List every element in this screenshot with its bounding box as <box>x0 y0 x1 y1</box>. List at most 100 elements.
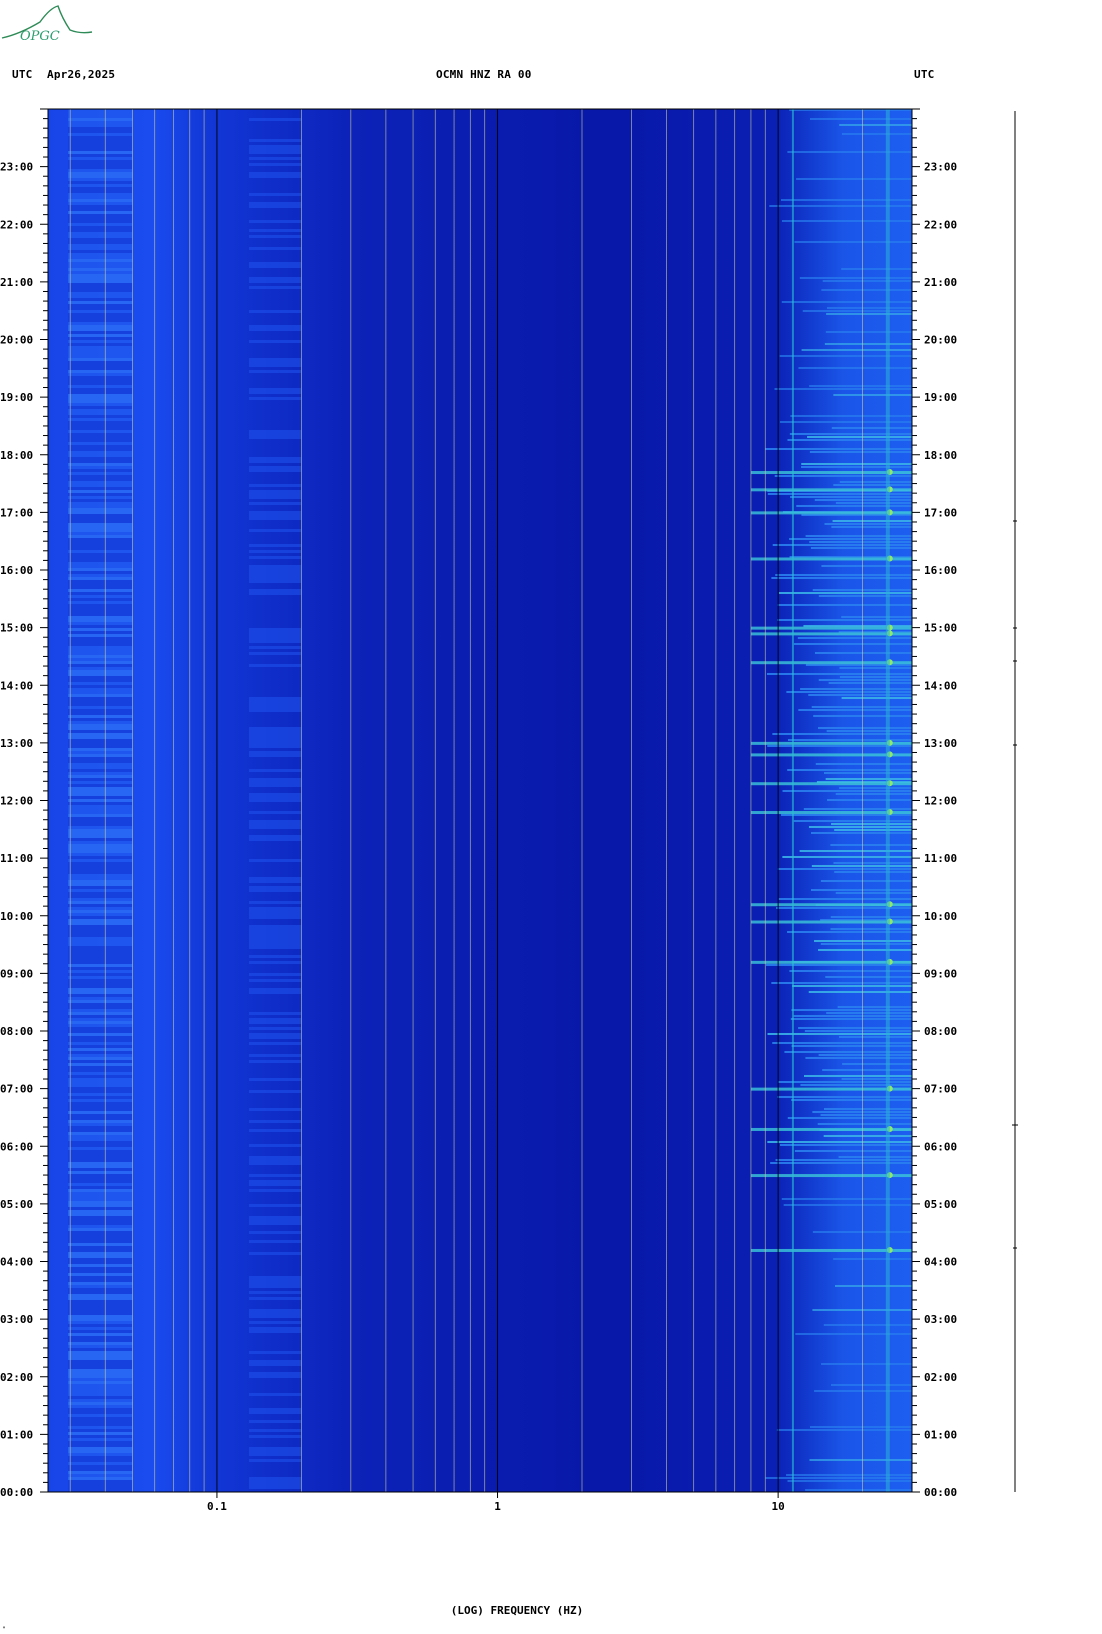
mid-band <box>248 430 302 433</box>
high-freq-noise <box>791 1099 912 1101</box>
low-freq-band <box>68 1015 133 1018</box>
low-freq-band <box>68 1240 133 1243</box>
low-freq-band <box>68 1180 133 1183</box>
low-freq-band <box>68 913 133 916</box>
event-streak <box>750 1087 912 1091</box>
low-freq-band <box>68 421 133 424</box>
high-freq-noise <box>809 1459 912 1461</box>
low-freq-band <box>68 607 133 610</box>
high-freq-noise <box>767 493 912 495</box>
high-freq-noise <box>780 199 912 201</box>
low-freq-band <box>68 529 133 532</box>
low-freq-band <box>68 1174 133 1177</box>
mid-band <box>248 469 302 472</box>
low-freq-band <box>68 148 133 151</box>
opgc-logo: OPGC <box>1 5 93 44</box>
low-freq-band <box>68 952 133 955</box>
low-freq-band <box>68 490 133 493</box>
low-freq-band <box>68 1123 133 1126</box>
low-freq-band <box>68 1201 133 1204</box>
mid-band <box>248 589 302 592</box>
x-tick-label: 10 <box>771 1500 784 1513</box>
mid-band <box>248 265 302 268</box>
low-freq-band <box>68 832 133 835</box>
low-freq-band <box>68 247 133 250</box>
low-freq-band <box>68 1471 133 1474</box>
low-freq-band <box>68 1102 133 1105</box>
mid-band <box>248 139 302 142</box>
tonal-line-11hz <box>791 109 794 1492</box>
low-freq-band <box>68 169 133 172</box>
low-freq-band <box>68 889 133 892</box>
y-tick-label: 19:00 <box>0 391 33 404</box>
high-freq-noise <box>818 595 912 597</box>
mid-band <box>248 1144 302 1147</box>
low-freq-band <box>68 1456 133 1459</box>
low-freq-band <box>68 1405 133 1408</box>
mid-band <box>248 1156 302 1159</box>
low-freq-band <box>68 1108 133 1111</box>
high-freq-noise <box>789 970 912 972</box>
mid-band <box>248 913 302 916</box>
high-freq-noise <box>826 307 912 309</box>
high-freq-noise <box>839 787 912 789</box>
high-freq-noise <box>820 880 912 882</box>
low-freq-band <box>68 166 133 169</box>
mid-band <box>248 1477 302 1480</box>
low-freq-band <box>68 592 133 595</box>
high-freq-noise <box>830 916 912 918</box>
low-freq-band <box>68 463 133 466</box>
y-tick-label: 17:00 <box>0 506 33 519</box>
y-tick-label: 10:00 <box>0 910 33 923</box>
low-freq-band <box>68 961 133 964</box>
low-freq-band <box>68 793 133 796</box>
y-tick-label: 00:00 <box>0 1486 33 1499</box>
low-freq-band <box>68 871 133 874</box>
low-freq-band <box>68 622 133 625</box>
high-freq-noise <box>841 697 912 699</box>
low-freq-band <box>68 244 133 247</box>
high-freq-noise <box>767 1033 912 1035</box>
mid-band <box>248 370 302 373</box>
mid-band <box>248 700 302 703</box>
low-freq-band <box>68 1027 133 1030</box>
low-freq-band <box>68 616 133 619</box>
high-freq-noise <box>801 466 912 468</box>
high-freq-noise <box>797 637 912 639</box>
low-freq-band <box>68 1216 133 1219</box>
low-freq-band <box>68 922 133 925</box>
low-freq-band <box>68 547 133 550</box>
low-freq-band <box>68 1069 133 1072</box>
low-freq-band <box>68 1042 133 1045</box>
low-freq-band <box>68 541 133 544</box>
low-freq-band <box>68 796 133 799</box>
low-freq-band <box>68 670 133 673</box>
low-freq-band <box>68 1474 133 1477</box>
mid-band <box>248 280 302 283</box>
y-tick-label: 05:00 <box>924 1198 957 1211</box>
low-freq-band <box>68 1150 133 1153</box>
high-freq-noise <box>809 385 912 387</box>
low-freq-band <box>68 1357 133 1360</box>
mid-band <box>248 1129 302 1132</box>
low-freq-band <box>68 847 133 850</box>
high-freq-noise <box>839 667 912 669</box>
mid-band <box>248 1321 302 1324</box>
low-freq-band <box>68 1090 133 1093</box>
mid-band <box>248 514 302 517</box>
low-freq-band <box>68 1297 133 1300</box>
high-freq-noise <box>771 982 912 984</box>
high-freq-noise <box>820 1114 912 1116</box>
low-freq-band <box>68 1006 133 1009</box>
low-freq-band <box>68 1255 133 1258</box>
y-tick-label: 10:00 <box>924 910 957 923</box>
low-freq-band <box>68 1129 133 1132</box>
low-freq-band <box>68 1132 133 1135</box>
low-freq-band <box>68 1141 133 1144</box>
high-freq-noise <box>786 1474 912 1476</box>
high-freq-noise <box>777 604 912 606</box>
low-freq-band <box>68 199 133 202</box>
low-freq-band <box>68 1111 133 1114</box>
low-freq-band <box>68 724 133 727</box>
low-freq-band <box>68 640 133 643</box>
